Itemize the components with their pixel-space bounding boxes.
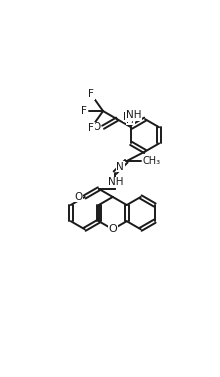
- Text: N: N: [123, 112, 131, 122]
- Text: N: N: [116, 162, 124, 172]
- Text: F: F: [81, 106, 87, 116]
- Text: CH₃: CH₃: [142, 156, 161, 166]
- Text: F: F: [88, 123, 94, 133]
- Text: H: H: [126, 115, 134, 125]
- Text: NH: NH: [126, 110, 141, 120]
- Text: O: O: [74, 192, 82, 202]
- Text: NH: NH: [108, 177, 123, 187]
- Text: O: O: [108, 224, 117, 234]
- Text: O: O: [93, 122, 101, 132]
- Text: F: F: [88, 89, 94, 99]
